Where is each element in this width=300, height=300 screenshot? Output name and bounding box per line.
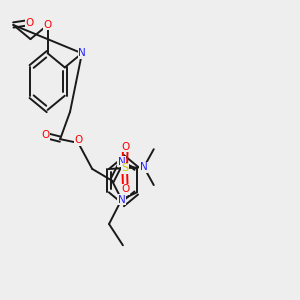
- Text: O: O: [41, 130, 50, 140]
- Text: N: N: [118, 157, 125, 167]
- Text: S: S: [121, 163, 128, 173]
- Text: N: N: [78, 48, 86, 58]
- Text: O: O: [25, 18, 33, 28]
- Text: O: O: [44, 20, 52, 30]
- Text: O: O: [121, 142, 130, 152]
- Text: N: N: [118, 194, 125, 205]
- Text: O: O: [75, 135, 83, 145]
- Text: O: O: [121, 184, 130, 194]
- Text: N: N: [140, 162, 148, 172]
